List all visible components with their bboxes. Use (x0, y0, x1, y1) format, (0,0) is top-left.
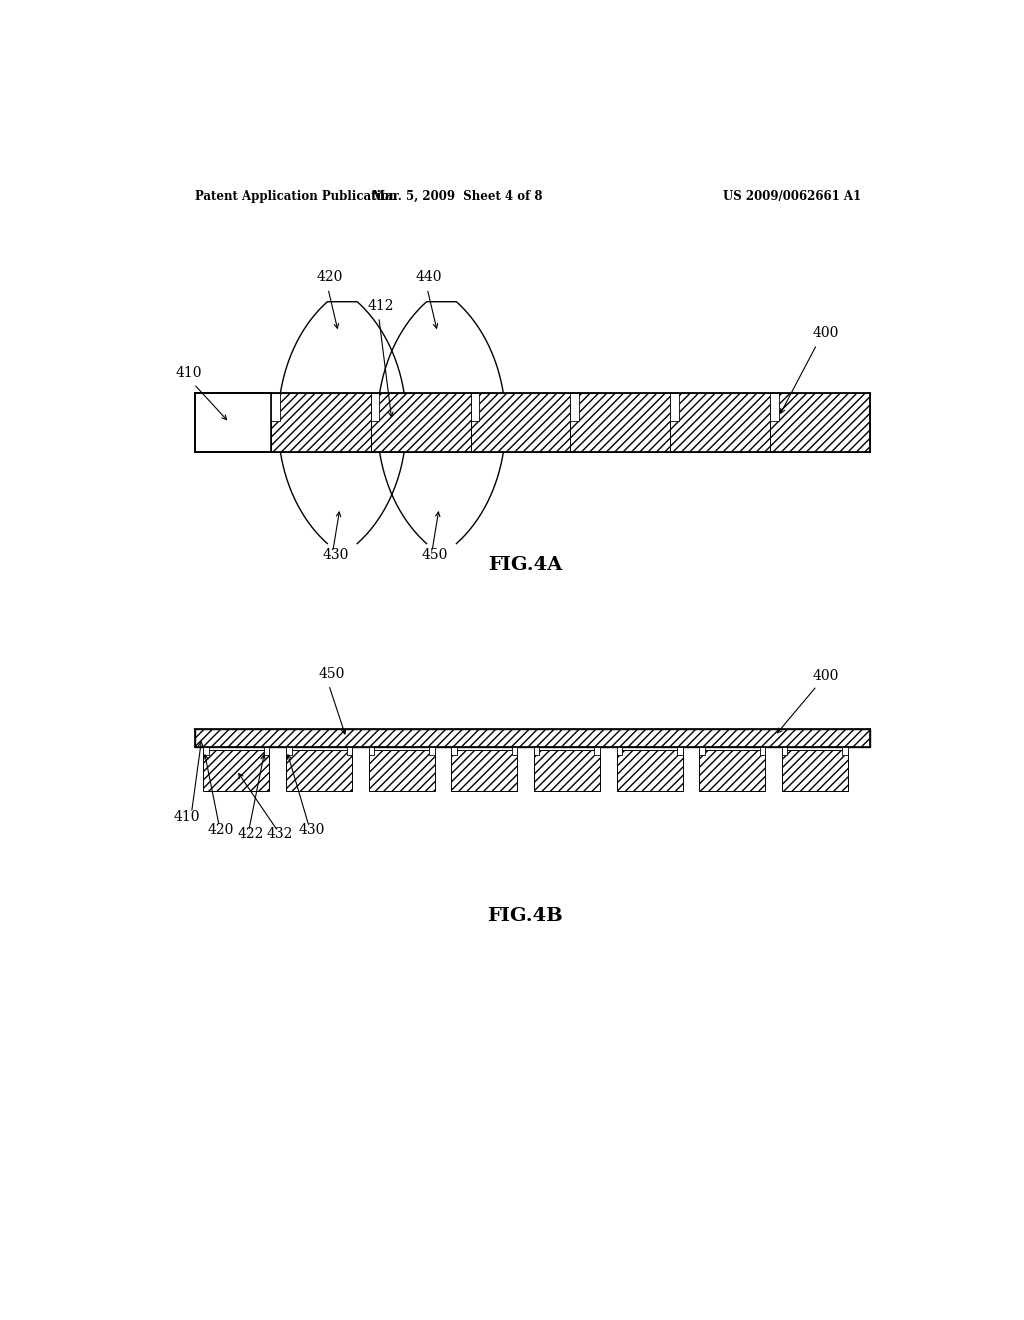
Bar (369, 750, 435, 791)
Bar (699, 747, 705, 755)
Bar (782, 750, 848, 791)
Text: 430: 430 (323, 548, 349, 562)
Bar (471, 393, 479, 421)
Bar (371, 393, 380, 421)
Bar (452, 747, 457, 755)
Text: FIG.4A: FIG.4A (487, 556, 562, 574)
Bar (270, 393, 280, 421)
Bar (616, 750, 683, 791)
Text: 430: 430 (299, 824, 325, 837)
Bar (843, 747, 848, 755)
Bar (512, 747, 517, 755)
Text: 422: 422 (238, 828, 264, 841)
Bar (671, 393, 679, 421)
Bar (452, 750, 517, 791)
Text: 400: 400 (812, 669, 839, 682)
Bar (595, 747, 600, 755)
Bar (616, 747, 623, 755)
Bar (196, 729, 870, 747)
Text: 420: 420 (316, 271, 342, 284)
Text: 400: 400 (812, 326, 839, 341)
Bar (770, 393, 779, 421)
Bar (782, 747, 787, 755)
Text: 410: 410 (174, 810, 201, 824)
Bar (699, 750, 765, 791)
Bar (264, 747, 269, 755)
Bar (770, 393, 870, 453)
Bar (371, 393, 471, 453)
Bar (534, 747, 540, 755)
Bar (196, 393, 270, 453)
Text: 412: 412 (368, 298, 394, 313)
Text: Patent Application Publication: Patent Application Publication (196, 190, 398, 202)
Text: Mar. 5, 2009  Sheet 4 of 8: Mar. 5, 2009 Sheet 4 of 8 (372, 190, 543, 202)
Text: FIG.4B: FIG.4B (487, 907, 562, 924)
Bar (534, 750, 600, 791)
Bar (346, 747, 352, 755)
Text: US 2009/0062661 A1: US 2009/0062661 A1 (723, 190, 861, 202)
Bar (286, 747, 292, 755)
Text: 410: 410 (176, 366, 202, 380)
Bar (677, 747, 683, 755)
Text: 440: 440 (416, 271, 441, 284)
Bar (204, 750, 269, 791)
Text: 420: 420 (207, 824, 233, 837)
Text: 450: 450 (318, 667, 345, 681)
Bar (570, 393, 671, 453)
Bar (760, 747, 765, 755)
Bar (369, 747, 374, 755)
Bar (429, 747, 435, 755)
Bar (570, 393, 580, 421)
Bar (204, 747, 209, 755)
Text: 432: 432 (267, 828, 293, 841)
Bar (286, 750, 352, 791)
Bar (270, 393, 371, 453)
Text: 450: 450 (422, 548, 449, 562)
Bar (671, 393, 770, 453)
Bar (471, 393, 570, 453)
